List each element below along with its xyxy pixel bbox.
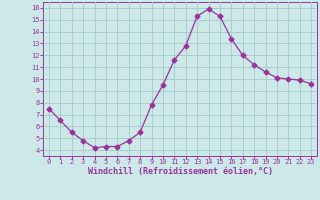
X-axis label: Windchill (Refroidissement éolien,°C): Windchill (Refroidissement éolien,°C) <box>87 167 273 176</box>
